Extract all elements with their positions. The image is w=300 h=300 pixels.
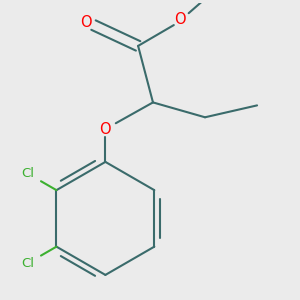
Text: Cl: Cl [22, 167, 34, 180]
Text: Cl: Cl [22, 256, 34, 269]
Text: O: O [80, 15, 92, 30]
Text: O: O [174, 12, 186, 27]
Text: O: O [100, 122, 111, 137]
